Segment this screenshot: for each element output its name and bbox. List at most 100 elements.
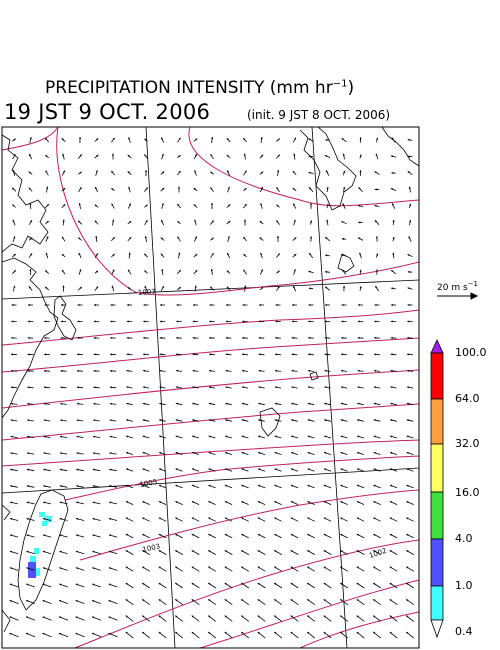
wind-vector-head bbox=[291, 369, 294, 372]
wind-vector-head bbox=[340, 631, 343, 634]
wind-vector-head bbox=[290, 534, 293, 536]
wind-vector-head bbox=[225, 435, 228, 438]
wind-vector-head bbox=[42, 632, 45, 635]
map-frame bbox=[1, 126, 420, 649]
wind-vector-head bbox=[125, 550, 128, 553]
wind-vector-head bbox=[43, 485, 46, 488]
wind-vector-head bbox=[30, 253, 33, 256]
wind-vector-head bbox=[242, 369, 245, 372]
wind-vector-head bbox=[42, 534, 46, 537]
wind-vector-head bbox=[373, 452, 376, 454]
wind-vector-head bbox=[307, 501, 310, 504]
wind-vector-head bbox=[44, 369, 46, 372]
wind-vector-head bbox=[175, 386, 178, 389]
wind-vector-head bbox=[208, 599, 211, 602]
wind-vector-head bbox=[241, 599, 244, 602]
wind-vector-head bbox=[243, 138, 246, 141]
wind-vector-head bbox=[258, 402, 261, 405]
wind-vector-head bbox=[10, 452, 13, 455]
wind-vector-head bbox=[358, 187, 361, 190]
wind-vector-head bbox=[341, 254, 344, 257]
wind-vector-head bbox=[226, 286, 229, 289]
wind-vector-head bbox=[76, 485, 79, 488]
wind-vector-head bbox=[75, 632, 78, 635]
wind-vector-head bbox=[406, 583, 409, 585]
wind-vector-head bbox=[30, 220, 32, 223]
wind-vector-head bbox=[111, 188, 114, 191]
wind-vector-head bbox=[293, 219, 296, 222]
wind-vector-head bbox=[26, 600, 29, 602]
wind-vector-head bbox=[13, 253, 16, 256]
wind-vector-head bbox=[275, 336, 278, 339]
wind-vector-head bbox=[340, 501, 343, 504]
wind-vector-head bbox=[110, 369, 112, 372]
wind-vector-head bbox=[159, 336, 162, 339]
wind-vector-head bbox=[175, 452, 178, 454]
wind-vector-head bbox=[225, 468, 228, 471]
wind-vector-head bbox=[10, 485, 13, 488]
wind-vector-head bbox=[193, 303, 195, 306]
wind-vector-head bbox=[241, 386, 244, 389]
wind-vector-head bbox=[10, 517, 13, 520]
wind-vector-head bbox=[112, 237, 115, 240]
wind-vector-head bbox=[294, 237, 297, 240]
wind-vector-head bbox=[192, 452, 195, 454]
colorbar-underflow-triangle bbox=[430, 619, 444, 639]
wind-vector-head bbox=[42, 550, 45, 553]
wind-vector-head bbox=[309, 253, 312, 256]
wind-vector-head bbox=[93, 336, 96, 339]
wind-vector-head bbox=[78, 220, 81, 223]
wind-vector-head bbox=[308, 155, 311, 158]
wind-vector-head bbox=[178, 270, 181, 273]
wind-vector-head bbox=[60, 402, 63, 405]
wind-vector-head bbox=[142, 419, 145, 422]
wind-vector-head bbox=[261, 287, 264, 290]
wind-vector-head bbox=[358, 237, 361, 240]
wind-vector-head bbox=[340, 435, 343, 438]
wind-vector-head bbox=[95, 270, 99, 273]
wind-vector-head bbox=[59, 517, 62, 520]
wind-vector-head bbox=[260, 269, 263, 272]
wind-vector-head bbox=[390, 320, 393, 323]
wind-vector-head bbox=[276, 220, 279, 223]
wind-vector-head bbox=[108, 583, 111, 586]
wind-vector-head bbox=[12, 219, 15, 222]
wind-vector-head bbox=[29, 237, 33, 240]
wind-vector-head bbox=[307, 484, 310, 487]
wind-vector-head bbox=[342, 203, 345, 206]
wind-vector-head bbox=[356, 599, 359, 602]
wind-vector-head bbox=[92, 600, 95, 602]
wind-vector-head bbox=[77, 353, 80, 356]
wind-vector-head bbox=[392, 203, 394, 206]
wind-vector-head bbox=[178, 287, 181, 290]
wind-vector-head bbox=[60, 435, 63, 438]
wind-vector-head bbox=[59, 452, 62, 455]
wind-vector-head bbox=[324, 452, 327, 454]
wind-vector-head bbox=[208, 452, 211, 454]
wind-vector-head bbox=[9, 583, 12, 586]
wind-vector-head bbox=[323, 615, 326, 618]
wind-vector-head bbox=[13, 138, 16, 141]
wind-vector-head bbox=[243, 269, 246, 272]
wind-vector-head bbox=[160, 237, 163, 240]
wind-vector-head bbox=[43, 468, 46, 471]
wind-vector-head bbox=[374, 188, 377, 191]
wind-vector-head bbox=[159, 468, 162, 471]
wind-vector-head bbox=[159, 435, 162, 438]
wind-vector-head bbox=[341, 369, 344, 372]
wind-vector-head bbox=[92, 501, 95, 504]
wind-vector-head bbox=[274, 501, 277, 504]
wind-vector-head bbox=[125, 517, 128, 520]
wind-vector-head bbox=[406, 517, 409, 520]
wind-vector-head bbox=[308, 369, 311, 372]
wind-vector-head bbox=[26, 468, 29, 471]
wind-vector-head bbox=[391, 303, 393, 306]
wind-vector-head bbox=[257, 631, 260, 634]
wind-vector-head bbox=[9, 534, 13, 537]
wind-vector-head bbox=[175, 419, 178, 422]
wind-vector-head bbox=[145, 220, 148, 223]
wind-vector-head bbox=[389, 501, 393, 504]
wind-vector-head bbox=[77, 303, 80, 307]
wind-vector-head bbox=[390, 452, 393, 454]
wind-vector-head bbox=[176, 336, 179, 339]
